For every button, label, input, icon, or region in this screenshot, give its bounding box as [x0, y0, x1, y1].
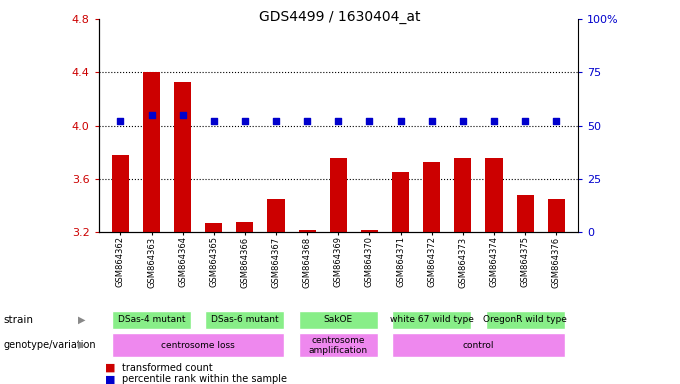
Point	[488, 118, 499, 124]
Point	[177, 112, 188, 118]
Point	[302, 118, 313, 124]
Point	[115, 118, 126, 124]
Text: genotype/variation: genotype/variation	[3, 340, 96, 350]
Bar	[299, 333, 378, 358]
Point	[146, 112, 157, 118]
Bar	[112, 311, 191, 329]
Bar	[299, 311, 378, 329]
Bar	[112, 333, 284, 358]
Text: ■: ■	[105, 374, 116, 384]
Bar	[517, 195, 534, 232]
Bar	[486, 311, 564, 329]
Bar	[392, 172, 409, 232]
Point	[239, 118, 250, 124]
Bar	[392, 333, 564, 358]
Bar	[486, 158, 503, 232]
Bar	[454, 158, 471, 232]
Text: ■: ■	[105, 363, 116, 373]
Text: control: control	[462, 341, 494, 350]
Point	[364, 118, 375, 124]
Bar	[392, 311, 471, 329]
Point	[551, 118, 562, 124]
Bar	[237, 222, 254, 232]
Text: DSas-4 mutant: DSas-4 mutant	[118, 315, 185, 324]
Text: transformed count: transformed count	[122, 363, 213, 373]
Bar	[143, 73, 160, 232]
Bar	[299, 230, 316, 232]
Bar	[423, 162, 440, 232]
Bar	[267, 199, 285, 232]
Text: DSas-6 mutant: DSas-6 mutant	[211, 315, 279, 324]
Text: GDS4499 / 1630404_at: GDS4499 / 1630404_at	[259, 10, 421, 23]
Text: ▶: ▶	[78, 315, 86, 325]
Text: centrosome
amplification: centrosome amplification	[309, 336, 368, 355]
Bar	[205, 311, 284, 329]
Point	[395, 118, 406, 124]
Text: percentile rank within the sample: percentile rank within the sample	[122, 374, 288, 384]
Bar	[547, 199, 565, 232]
Point	[208, 118, 219, 124]
Text: white 67 wild type: white 67 wild type	[390, 315, 474, 324]
Text: strain: strain	[3, 315, 33, 325]
Text: OregonR wild type: OregonR wild type	[483, 315, 567, 324]
Text: centrosome loss: centrosome loss	[161, 341, 235, 350]
Point	[271, 118, 282, 124]
Point	[426, 118, 437, 124]
Text: SakOE: SakOE	[324, 315, 353, 324]
Point	[520, 118, 530, 124]
Bar	[330, 158, 347, 232]
Bar	[361, 230, 378, 232]
Point	[458, 118, 469, 124]
Point	[333, 118, 343, 124]
Bar	[112, 155, 129, 232]
Bar	[205, 223, 222, 232]
Bar	[174, 82, 191, 232]
Text: ▶: ▶	[78, 340, 86, 350]
